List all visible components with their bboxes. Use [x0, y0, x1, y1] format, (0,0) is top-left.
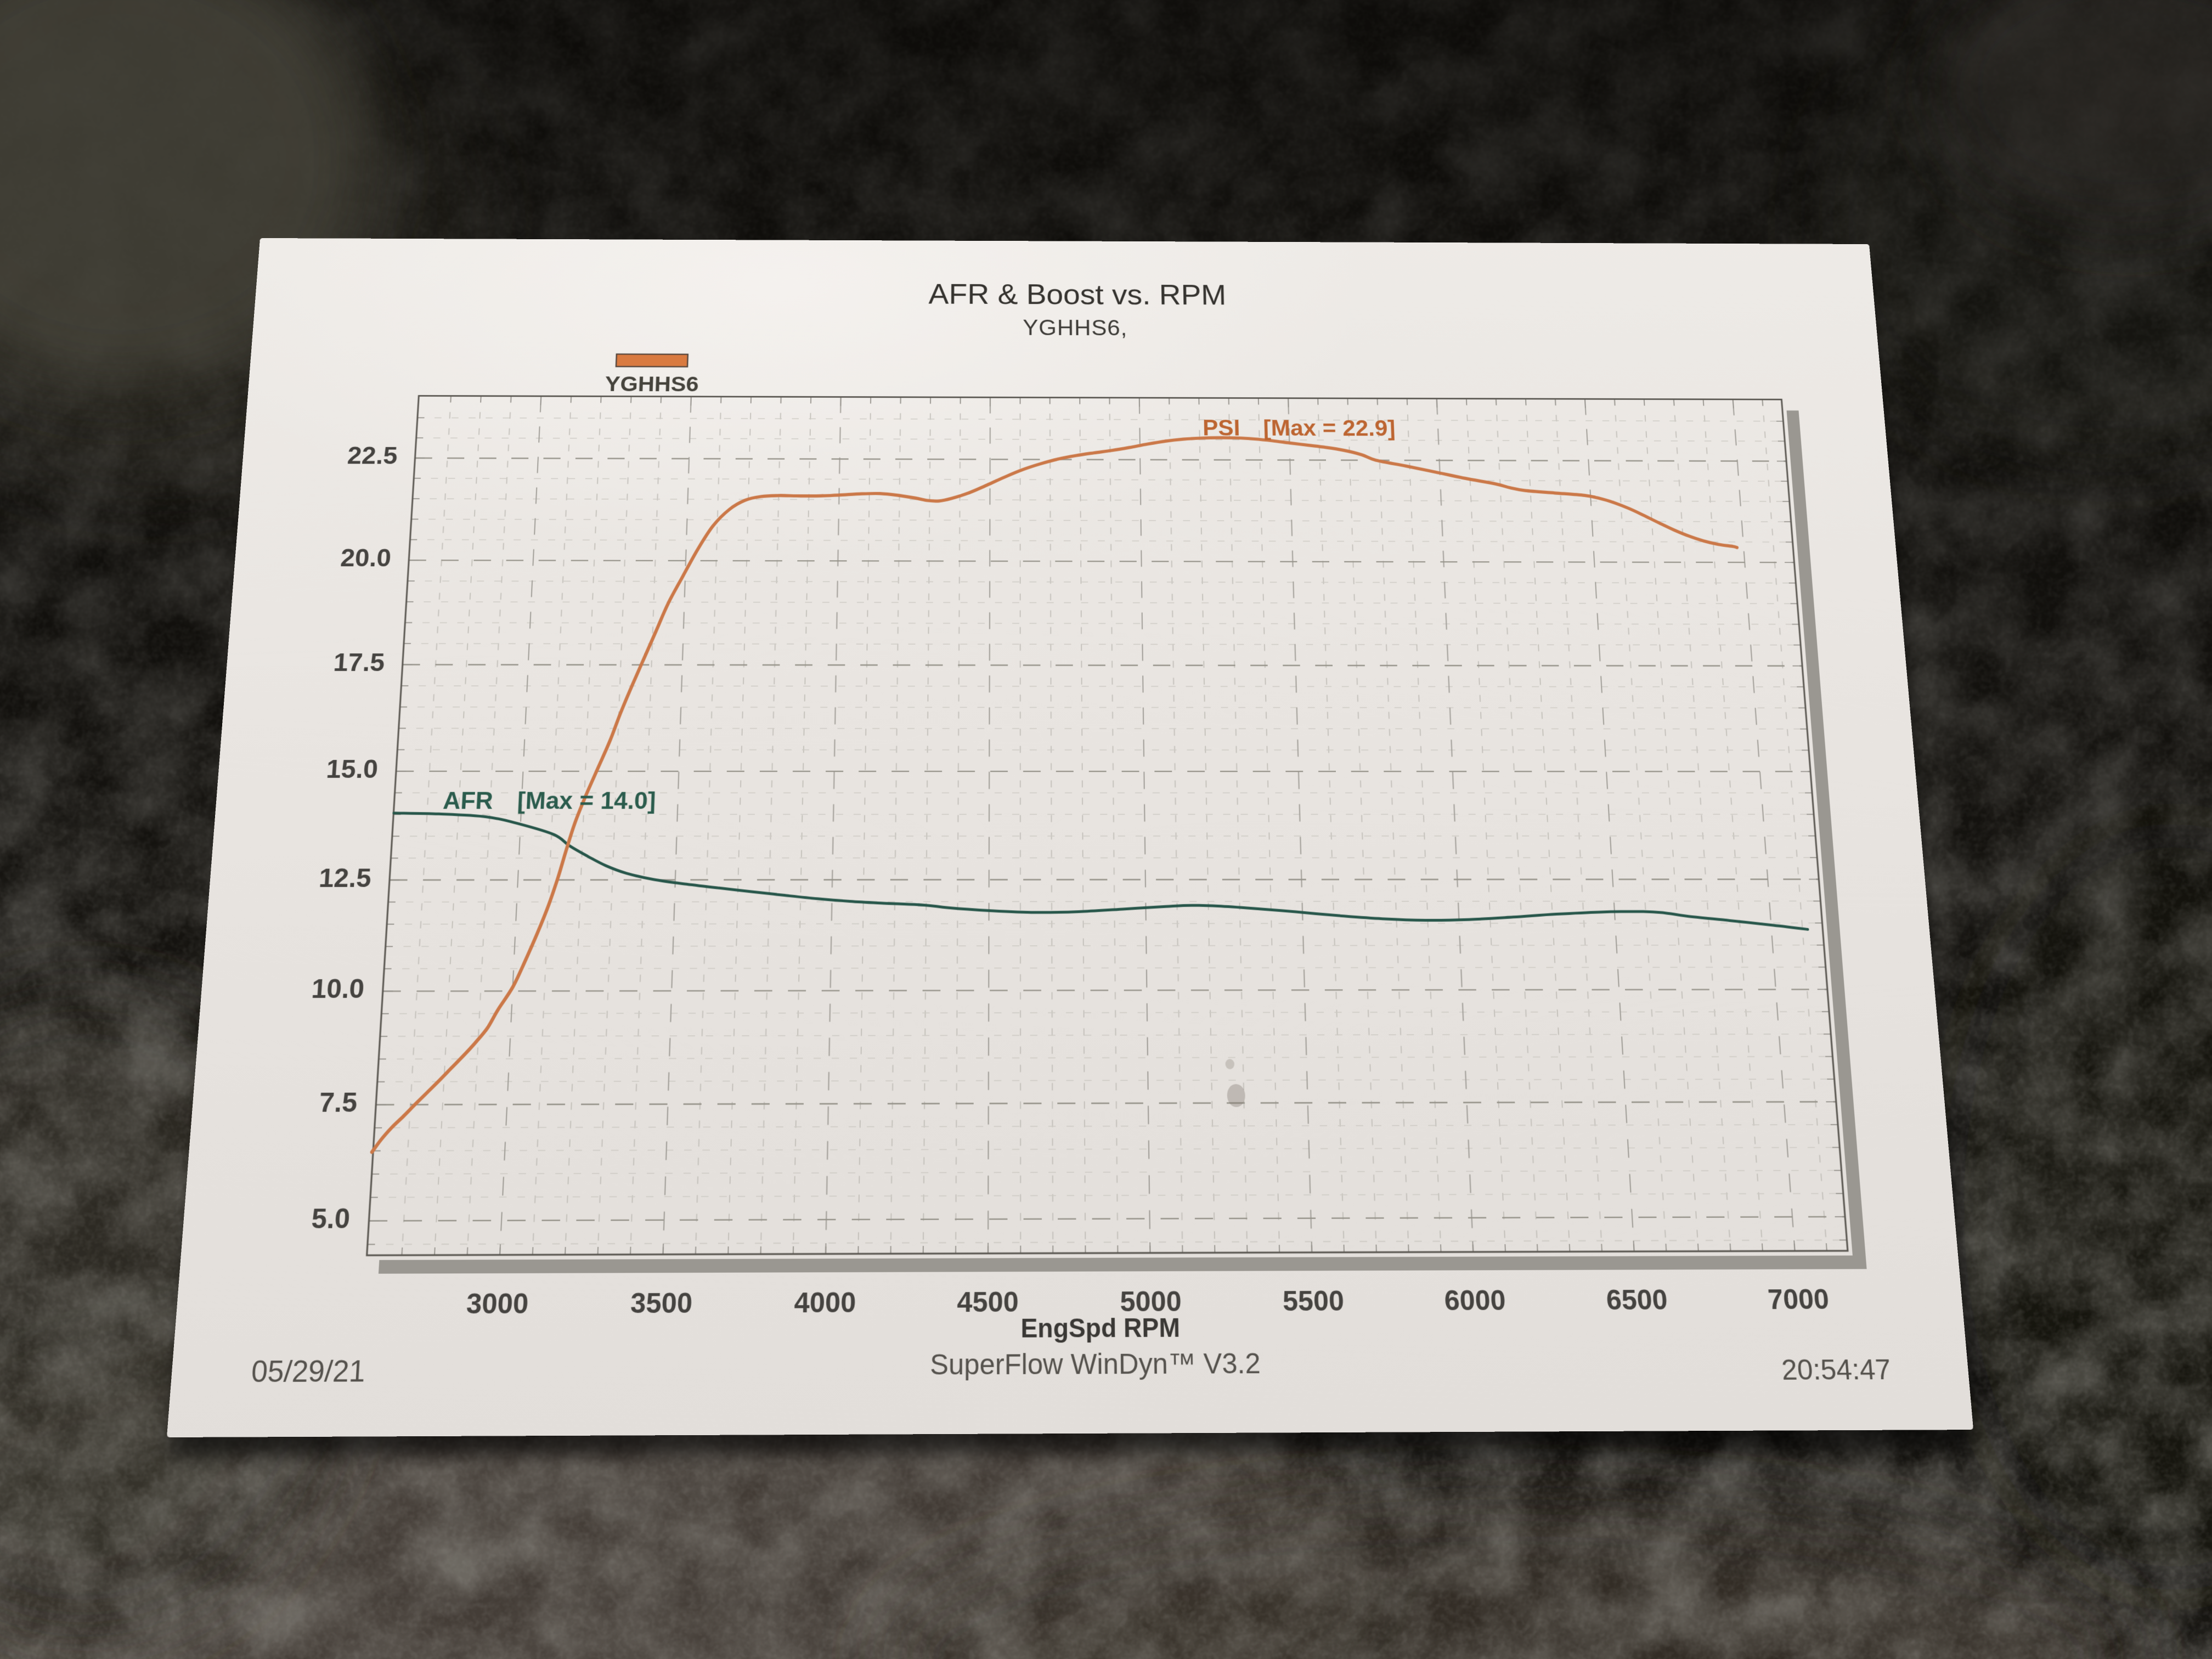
svg-text:7.5: 7.5 — [318, 1087, 358, 1118]
svg-text:AFR [Max = 14.0]: AFR [Max = 14.0] — [442, 787, 656, 814]
svg-text:YGHHS6: YGHHS6 — [605, 372, 699, 396]
svg-text:12.5: 12.5 — [318, 864, 373, 893]
svg-text:4500: 4500 — [957, 1286, 1018, 1318]
svg-text:AFR & Boost vs. RPM: AFR & Boost vs. RPM — [928, 279, 1226, 311]
svg-text:22.5: 22.5 — [347, 442, 398, 470]
svg-text:17.5: 17.5 — [332, 648, 385, 677]
svg-text:5500: 5500 — [1282, 1285, 1344, 1317]
svg-text:EngSpd RPM: EngSpd RPM — [1020, 1313, 1180, 1344]
svg-text:YGHHS6,: YGHHS6, — [1023, 315, 1127, 340]
svg-text:10.0: 10.0 — [311, 974, 365, 1004]
svg-text:5.0: 5.0 — [311, 1203, 351, 1235]
svg-text:20.0: 20.0 — [340, 544, 392, 572]
svg-text:15.0: 15.0 — [325, 755, 379, 784]
svg-text:5000: 5000 — [1120, 1286, 1182, 1318]
svg-text:PSI [Max = 22.9]: PSI [Max = 22.9] — [1203, 415, 1396, 441]
svg-text:05/29/21: 05/29/21 — [250, 1355, 366, 1389]
svg-text:7000: 7000 — [1767, 1284, 1830, 1316]
svg-text:3500: 3500 — [630, 1287, 693, 1319]
svg-text:3000: 3000 — [466, 1288, 529, 1320]
svg-text:SuperFlow WinDyn™ V3.2: SuperFlow WinDyn™ V3.2 — [930, 1347, 1261, 1381]
svg-text:6500: 6500 — [1606, 1284, 1669, 1316]
svg-text:6000: 6000 — [1444, 1285, 1506, 1317]
svg-text:20:54:47: 20:54:47 — [1780, 1352, 1892, 1386]
svg-text:4000: 4000 — [794, 1286, 856, 1319]
